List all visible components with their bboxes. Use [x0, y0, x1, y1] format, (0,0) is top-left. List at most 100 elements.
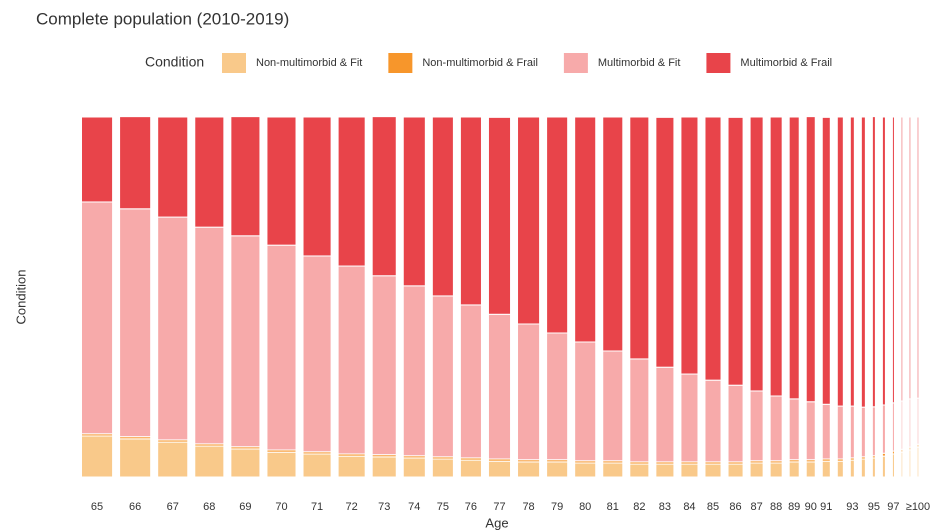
- x-tick-label: 88: [770, 501, 782, 513]
- bar-segment: [727, 463, 744, 478]
- bar-segment: [194, 116, 225, 228]
- x-tick-label: 82: [633, 501, 645, 513]
- legend-label: Non-multimorbid & Frail: [422, 57, 538, 69]
- bar-segment: [81, 435, 114, 478]
- bar-segment: [517, 461, 541, 478]
- bar-segment: [881, 404, 886, 454]
- bar-segment: [119, 208, 152, 438]
- bar-segment: [487, 460, 512, 478]
- x-tick-label: 83: [659, 501, 671, 513]
- bar-segment: [821, 460, 831, 478]
- bar-segment: [655, 366, 675, 463]
- legend-key: [563, 53, 588, 73]
- bar-segment: [916, 446, 920, 478]
- bar-segment: [805, 401, 816, 461]
- bar-segment: [891, 402, 895, 452]
- x-tick-label: 68: [203, 501, 215, 513]
- bar-segment: [805, 461, 816, 478]
- bar-segment: [727, 384, 744, 463]
- bar-segment: [908, 449, 912, 478]
- bar-segment: [459, 304, 482, 459]
- x-tick-label: 65: [91, 501, 103, 513]
- legend-key: [222, 53, 246, 73]
- x-tick-label: 75: [437, 501, 449, 513]
- x-tick-label: 73: [378, 501, 390, 513]
- bar-segment: [749, 390, 764, 462]
- bar-segment: [749, 116, 764, 392]
- bar-segment: [655, 116, 675, 368]
- x-tick-label: 78: [522, 501, 534, 513]
- bar-segment: [881, 116, 886, 406]
- bar-segment: [788, 461, 800, 478]
- bar-segment: [371, 275, 397, 456]
- bar-segment: [546, 116, 569, 334]
- bar-segment: [849, 459, 855, 478]
- bar-segment: [194, 226, 225, 445]
- bar-segment: [769, 395, 783, 462]
- bar-segment: [81, 201, 114, 435]
- bar-segment: [769, 116, 783, 397]
- bar-segment: [402, 285, 426, 457]
- bar-segment: [266, 116, 297, 246]
- bar-segment: [574, 116, 597, 343]
- bar-segment: [337, 116, 366, 267]
- legend-label: Multimorbid & Fit: [598, 57, 681, 69]
- x-tick-label: 81: [607, 501, 619, 513]
- x-tick-label: 76: [465, 501, 477, 513]
- bar-segment: [459, 459, 482, 478]
- x-tick-label: 71: [311, 501, 323, 513]
- x-tick-label: 97: [887, 501, 899, 513]
- bar-segment: [431, 295, 454, 458]
- bar-segment: [230, 116, 261, 237]
- bar-segment: [849, 116, 855, 407]
- bar-segment: [821, 116, 831, 405]
- bar-segment: [629, 463, 650, 478]
- bar-segment: [602, 462, 624, 478]
- bar-segment: [704, 116, 722, 381]
- x-tick-label: 85: [707, 501, 719, 513]
- bar-segment: [860, 406, 866, 458]
- bar-segment: [431, 116, 454, 297]
- bar-segment: [891, 116, 895, 404]
- bar-segment: [302, 255, 332, 453]
- bar-segment: [836, 460, 844, 478]
- bar-segment: [916, 116, 920, 399]
- x-tick-label: 90: [805, 501, 817, 513]
- legend-key: [388, 53, 413, 73]
- bar-segment: [157, 216, 189, 441]
- bar-segment: [266, 244, 297, 451]
- bar-segment: [157, 116, 189, 218]
- bar-segment: [119, 116, 152, 210]
- x-tick-label: 84: [683, 501, 695, 513]
- bar-segment: [629, 358, 650, 463]
- bar-segment: [871, 457, 876, 478]
- x-tick-label: 72: [346, 501, 358, 513]
- bar-segment: [704, 463, 722, 478]
- x-tick-label: 89: [788, 501, 800, 513]
- bar-segment: [908, 116, 912, 400]
- legend-title: Condition: [145, 54, 204, 70]
- bar-segment: [900, 451, 904, 478]
- bar-segment: [871, 116, 876, 408]
- bar-segment: [680, 373, 699, 463]
- bar-segment: [629, 116, 650, 360]
- bar-segment: [881, 455, 886, 478]
- bar-segment: [836, 405, 844, 460]
- bar-segment: [574, 462, 597, 478]
- bar-segment: [727, 116, 744, 386]
- bar-segment: [157, 441, 189, 478]
- chart-title: Complete population (2010-2019): [36, 9, 289, 28]
- bar-segment: [487, 313, 512, 460]
- x-tick-label: 66: [129, 501, 141, 513]
- bar-segment: [402, 116, 426, 287]
- bar-segment: [194, 445, 225, 478]
- bar-segment: [900, 400, 904, 450]
- bar-segment: [602, 116, 624, 352]
- bar-segment: [337, 265, 366, 455]
- x-tick-label: 80: [579, 501, 591, 513]
- x-tick-label: ≥100: [906, 501, 930, 513]
- bar-segment: [860, 458, 866, 478]
- bar-segment: [788, 116, 800, 400]
- x-tick-label: 79: [551, 501, 563, 513]
- bar-segment: [81, 116, 114, 203]
